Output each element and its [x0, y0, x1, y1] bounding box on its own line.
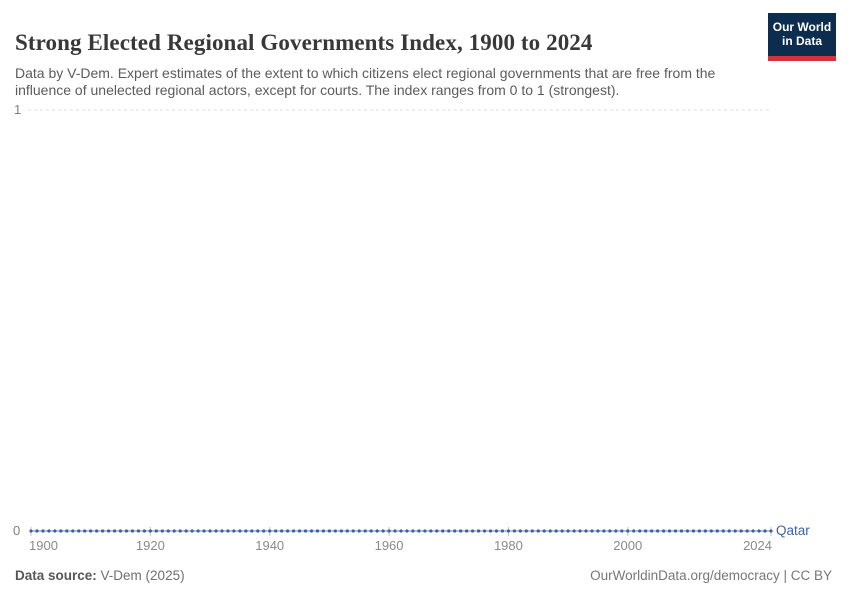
x-axis-tick-label: 2000 [613, 538, 643, 553]
x-axis: 1900 1920 1940 1960 1980 2000 2024 [0, 538, 850, 554]
x-axis-tick-label: 1900 [29, 538, 58, 553]
x-axis-tick-label: 1960 [374, 538, 404, 553]
y-axis-label-1: 1 [14, 102, 22, 117]
data-source-note: Data source: V-Dem (2025) [15, 568, 185, 583]
credit-link[interactable]: OurWorldinData.org/democracy | CC BY [590, 568, 832, 583]
owid-logo-text-line1: Our World [772, 20, 832, 34]
owid-logo-text-line2: in Data [781, 33, 822, 48]
data-source-label: Data source: [15, 568, 97, 583]
chart-footer: Data source: V-Dem (2025) OurWorldinData… [15, 568, 832, 583]
page-title: Strong Elected Regional Governments Inde… [15, 30, 593, 56]
x-axis-tick-label: 2024 [743, 538, 772, 553]
entity-label-qatar[interactable]: Qatar [776, 523, 810, 538]
x-axis-tick-label: 1920 [135, 538, 165, 553]
data-source-value: V-Dem (2025) [100, 568, 185, 583]
x-axis-tick-label: 1980 [493, 538, 523, 553]
owid-logo[interactable]: Our World in Data [768, 13, 836, 61]
chart-subtitle: Data by V-Dem. Expert estimates of the e… [15, 65, 716, 98]
x-axis-tick-label: 1940 [255, 538, 285, 553]
y-axis-label-0: 0 [13, 523, 21, 538]
